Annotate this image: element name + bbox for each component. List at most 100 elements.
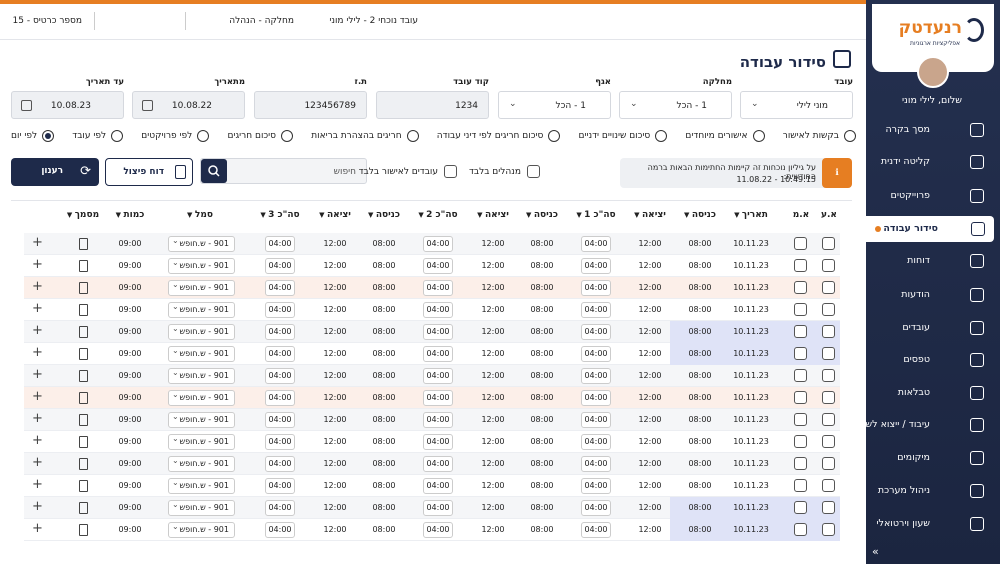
menu-item[interactable]: מיקומים — [897, 452, 930, 463]
document-icon[interactable] — [79, 392, 88, 404]
radio[interactable] — [844, 130, 856, 142]
menu-item[interactable]: סידור עבודה — [883, 223, 938, 234]
document-icon[interactable] — [79, 458, 88, 470]
code-select[interactable]: 901 - ש.חופש — [168, 368, 235, 384]
radio[interactable] — [111, 130, 124, 142]
checkbox[interactable] — [822, 259, 835, 272]
checkbox[interactable] — [822, 237, 835, 250]
document-icon[interactable] — [79, 370, 88, 382]
menu-item[interactable]: דוחות — [907, 255, 930, 266]
document-icon[interactable] — [79, 502, 88, 514]
add-row[interactable]: + — [32, 433, 43, 448]
view-option[interactable]: לפי יום — [11, 130, 55, 142]
filter-field[interactable]: 1234 — [376, 91, 489, 119]
view-option[interactable]: חריגים בהצהרת בריאות — [311, 130, 419, 142]
checkbox[interactable] — [822, 413, 835, 426]
split-button[interactable]: דוח פיצול — [105, 158, 193, 186]
view-option[interactable]: אישורים מיוחדים — [685, 130, 765, 142]
document-icon[interactable] — [79, 326, 88, 338]
code-select[interactable]: 901 - ש.חופש — [168, 302, 235, 318]
add-row[interactable]: + — [32, 455, 43, 470]
add-row[interactable]: + — [32, 389, 43, 404]
radio[interactable] — [406, 130, 419, 142]
checkbox[interactable] — [794, 347, 807, 360]
checkbox[interactable] — [794, 479, 807, 492]
add-row[interactable]: + — [32, 235, 43, 250]
add-row[interactable]: + — [32, 367, 43, 382]
document-icon[interactable] — [79, 348, 88, 360]
checkbox[interactable] — [794, 259, 807, 272]
code-select[interactable]: 901 - ש.חופש — [168, 258, 235, 274]
search[interactable]: חיפוש — [200, 158, 367, 184]
checkbox[interactable] — [794, 303, 807, 316]
filter-field[interactable]: 10.08.22 — [132, 91, 245, 119]
code-select[interactable]: 901 - ש.חופש — [168, 456, 235, 472]
filter-field[interactable]: 10.08.23 — [11, 91, 124, 119]
checkbox[interactable] — [794, 391, 807, 404]
add-row[interactable]: + — [32, 323, 43, 338]
document-icon[interactable] — [79, 414, 88, 426]
checkbox[interactable] — [794, 325, 807, 338]
code-select[interactable]: 901 - ש.חופש — [168, 478, 235, 494]
document-icon[interactable] — [79, 524, 88, 536]
code-select[interactable]: 901 - ש.חופש — [168, 346, 235, 362]
add-row[interactable]: + — [32, 257, 43, 272]
radio[interactable] — [42, 130, 55, 142]
checkbox[interactable] — [794, 413, 807, 426]
document-icon[interactable] — [79, 304, 88, 316]
view-option[interactable]: לפי פרויקטים — [141, 130, 210, 142]
checkbox[interactable] — [794, 369, 807, 382]
checkbox[interactable] — [822, 281, 835, 294]
menu-item[interactable]: עיבוד / ייצוא לשכר — [855, 419, 930, 430]
code-select[interactable]: 901 - ש.חופש — [168, 522, 235, 538]
checkbox[interactable] — [822, 523, 835, 536]
document-icon[interactable] — [79, 282, 88, 294]
checkbox[interactable] — [822, 391, 835, 404]
menu-item[interactable]: קליטה ידנית — [880, 156, 930, 167]
add-row[interactable]: + — [32, 477, 43, 492]
document-icon[interactable] — [79, 238, 88, 250]
code-select[interactable]: 901 - ש.חופש — [168, 236, 235, 252]
code-select[interactable]: 901 - ש.חופש — [168, 390, 235, 406]
checkbox[interactable] — [794, 281, 807, 294]
filter-field[interactable]: 1 - הכל ⌄ — [619, 91, 732, 119]
menu-item[interactable]: עובדים — [902, 322, 930, 333]
radio[interactable] — [197, 130, 210, 142]
code-select[interactable]: 901 - ש.חופש — [168, 434, 235, 450]
radio[interactable] — [548, 130, 561, 142]
menu-item[interactable]: הודעות — [901, 289, 930, 300]
document-icon[interactable] — [79, 436, 88, 448]
checkbox[interactable] — [822, 347, 835, 360]
add-row[interactable]: + — [32, 499, 43, 514]
menu-item[interactable]: ניהול מערכת — [877, 485, 930, 496]
checkbox[interactable] — [822, 457, 835, 470]
menu-item[interactable]: טבלאות — [897, 387, 930, 398]
code-select[interactable]: 901 - ש.חופש — [168, 500, 235, 516]
view-option[interactable]: בקשות לאישור — [783, 130, 856, 142]
checkbox[interactable] — [794, 435, 807, 448]
add-row[interactable]: + — [32, 411, 43, 426]
checkbox[interactable] — [822, 501, 835, 514]
menu-item[interactable]: טפסים — [903, 354, 930, 365]
add-row[interactable]: + — [32, 301, 43, 316]
document-icon[interactable] — [79, 480, 88, 492]
checkbox[interactable] — [822, 325, 835, 338]
refresh-button[interactable]: רענון ⟳ — [11, 158, 99, 186]
menu-item[interactable]: שעון וירטואלי — [876, 518, 930, 529]
checkbox[interactable] — [794, 501, 807, 514]
filter-field[interactable]: 123456789 — [254, 91, 367, 119]
checkbox[interactable] — [794, 457, 807, 470]
view-option[interactable]: לפי עובד — [72, 130, 124, 142]
code-select[interactable]: 901 - ש.חופש — [168, 280, 235, 296]
checkbox[interactable] — [794, 523, 807, 536]
view-option[interactable]: סיכום חריגים לפי דיני עבודה — [437, 130, 561, 142]
filter-field[interactable]: מוני לילי ⌄ — [740, 91, 853, 119]
code-select[interactable]: 901 - ש.חופש — [168, 324, 235, 340]
view-option[interactable]: סיכום חריגים — [227, 130, 294, 142]
radio[interactable] — [752, 130, 765, 142]
document-icon[interactable] — [79, 260, 88, 272]
radio[interactable] — [281, 130, 294, 142]
collapse[interactable]: » — [872, 545, 879, 558]
menu-item[interactable]: פרוייקטים — [890, 190, 930, 201]
checkbox[interactable] — [822, 435, 835, 448]
